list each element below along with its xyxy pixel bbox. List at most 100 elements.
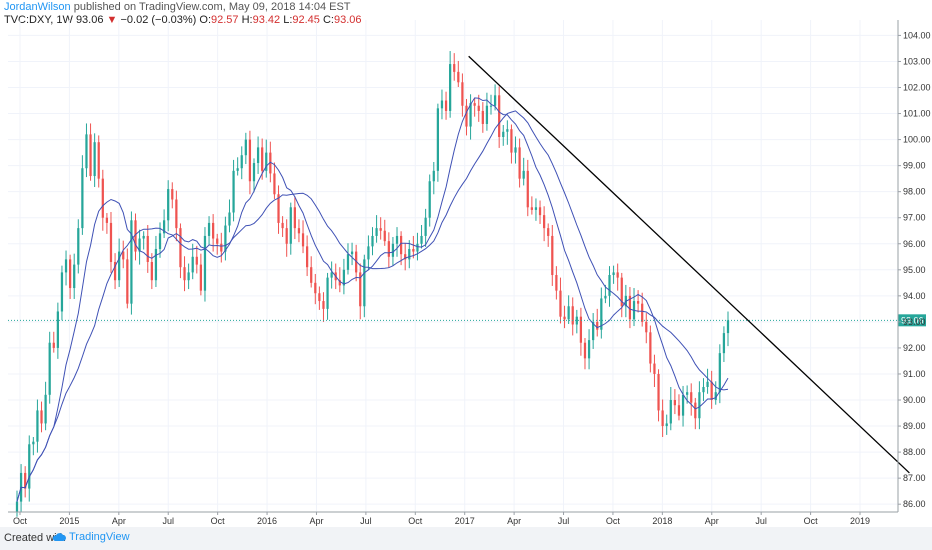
candle-up	[187, 272, 190, 281]
candle-down	[322, 301, 325, 309]
candle-up	[326, 277, 329, 309]
candle-down	[293, 207, 296, 229]
candle-down	[538, 207, 542, 216]
open-label: O:	[199, 14, 212, 26]
candle-up	[252, 163, 256, 182]
x-tick-label: 2019	[850, 516, 870, 526]
y-tick-label: 101.00	[903, 109, 931, 119]
candle-down	[105, 217, 109, 223]
candle-down	[641, 303, 644, 322]
candle-up	[669, 400, 672, 424]
candle-up	[424, 217, 427, 236]
x-tick-label: Jul	[558, 516, 570, 526]
candle-up	[395, 235, 399, 244]
candle-up	[408, 248, 411, 260]
candle-up	[608, 275, 611, 296]
candle-up	[726, 320, 730, 334]
y-tick-label: 91.00	[903, 369, 926, 379]
candle-down	[620, 277, 623, 307]
close-value: 93.06	[333, 14, 362, 26]
candle-down	[146, 235, 149, 262]
y-tick-label: 95.00	[903, 265, 926, 275]
x-tick-label: Apr	[112, 516, 126, 526]
candle-down	[636, 301, 640, 304]
tradingview-logo[interactable]: TradingView	[52, 531, 130, 543]
x-tick-label: 2015	[59, 516, 79, 526]
candle-up	[714, 392, 717, 401]
candle-up	[391, 243, 395, 257]
candle-down	[657, 373, 660, 411]
candle-up	[436, 108, 440, 171]
y-tick-label: 100.00	[903, 135, 931, 145]
candles	[15, 51, 730, 517]
tradingview-brand: TradingView	[69, 531, 130, 543]
x-tick-label: 2018	[652, 516, 672, 526]
candle-down	[52, 342, 55, 348]
candle-up	[289, 207, 292, 244]
candle-down	[305, 246, 309, 268]
candle-up	[367, 246, 370, 260]
candle-up	[363, 259, 366, 307]
candle-down	[457, 71, 460, 83]
x-tick-label: Oct	[606, 516, 621, 526]
candle-down	[542, 215, 546, 229]
candle-down	[179, 228, 182, 268]
candle-down	[649, 332, 652, 364]
candle-down	[530, 207, 533, 210]
candle-up	[224, 225, 227, 252]
price-change: −0.02 (−0.03%)	[120, 14, 197, 26]
candle-up	[81, 168, 84, 229]
x-tick-label: Apr	[309, 516, 323, 526]
candle-up	[686, 392, 689, 395]
x-tick-label: Oct	[211, 516, 226, 526]
candle-down	[677, 405, 681, 416]
candle-down	[355, 251, 358, 273]
candle-up	[718, 353, 721, 393]
candle-down	[97, 142, 100, 179]
candle-down	[563, 316, 566, 320]
candle-up	[15, 501, 19, 512]
candle-up	[138, 238, 141, 252]
candle-up	[60, 272, 64, 312]
drawings: 93.06	[8, 55, 926, 474]
candle-up	[665, 423, 668, 427]
candle-up	[240, 155, 243, 169]
candle-up	[432, 170, 435, 182]
x-tick-label: Oct	[408, 516, 423, 526]
x-tick-label: Oct	[804, 516, 819, 526]
candle-down	[579, 316, 583, 343]
author-link[interactable]: JordanWilson	[4, 1, 71, 13]
candle-up	[522, 170, 525, 179]
candle-up	[567, 306, 570, 320]
created-with-label: Created with	[4, 532, 66, 544]
ma-line-20	[16, 110, 729, 502]
candle-up	[604, 295, 607, 299]
y-tick-label: 98.00	[903, 187, 926, 197]
candle-down	[628, 295, 632, 320]
candle-down	[171, 189, 174, 200]
candle-down	[109, 222, 113, 262]
x-tick-label: Jul	[162, 516, 174, 526]
candle-up	[158, 233, 162, 249]
candle-up	[469, 103, 472, 127]
candle-down	[383, 230, 386, 242]
candle-up	[514, 147, 517, 153]
close-label: C:	[322, 14, 334, 26]
y-tick-label: 97.00	[903, 213, 926, 223]
candle-up	[244, 139, 247, 156]
candle-down	[248, 139, 252, 182]
candle-up	[428, 181, 431, 218]
candle-down	[24, 472, 27, 489]
candle-down	[220, 243, 223, 252]
candle-up	[85, 134, 88, 169]
publish-text: published on TradingView.com, May 09, 20…	[73, 1, 351, 13]
candle-down	[297, 228, 301, 234]
candle-down	[412, 248, 415, 252]
candle-down	[645, 321, 648, 333]
high-value: 93.42	[252, 14, 281, 26]
price-chart[interactable]: 93.06 86.00 87.00 88.00 89.00 90.00 91.00 92.0…	[0, 0, 932, 527]
candle-up	[28, 444, 31, 489]
x-tick-label: Jul	[755, 516, 767, 526]
candle-up	[587, 340, 591, 359]
candle-up	[330, 272, 333, 278]
